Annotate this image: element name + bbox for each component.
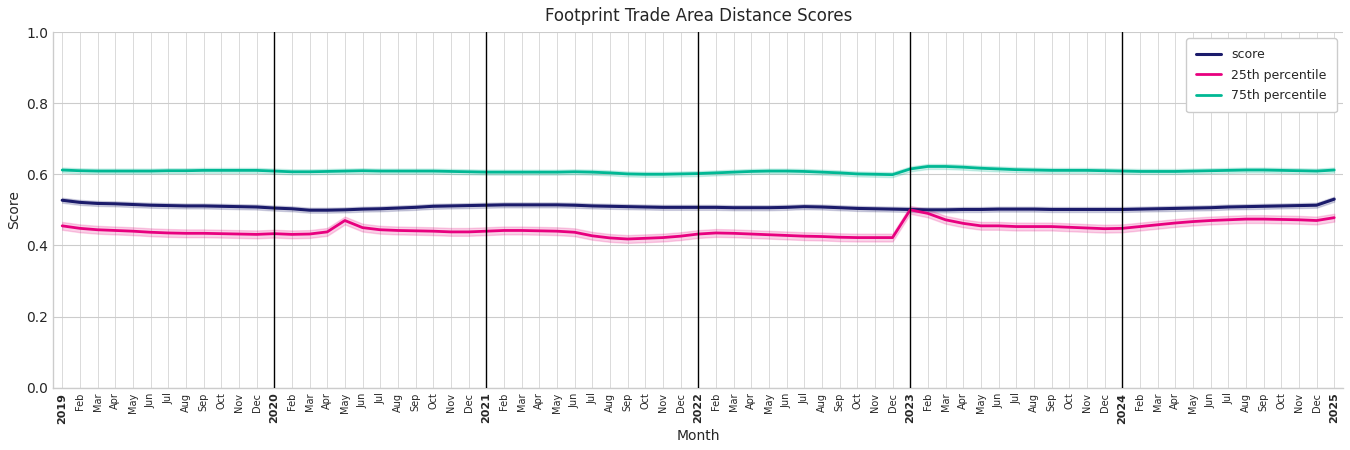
Line: 25th percentile: 25th percentile: [62, 210, 1334, 239]
25th percentile: [336, 218, 352, 223]
score: [54, 198, 70, 203]
25th percentile: [620, 236, 636, 242]
25th percentile: [1149, 222, 1165, 228]
75th percentile: [54, 167, 70, 173]
75th percentile: [690, 171, 706, 176]
score: [1326, 197, 1342, 202]
75th percentile: [919, 164, 936, 169]
score: [301, 207, 317, 213]
score: [1220, 204, 1237, 210]
25th percentile: [54, 223, 70, 229]
25th percentile: [707, 230, 724, 236]
75th percentile: [1149, 169, 1165, 174]
score: [495, 202, 512, 207]
25th percentile: [478, 229, 494, 234]
25th percentile: [1185, 219, 1202, 224]
25th percentile: [902, 207, 918, 212]
75th percentile: [1185, 168, 1202, 174]
75th percentile: [1326, 167, 1342, 173]
75th percentile: [1238, 167, 1254, 173]
Line: 75th percentile: 75th percentile: [62, 166, 1334, 175]
Title: Footprint Trade Area Distance Scores: Footprint Trade Area Distance Scores: [544, 7, 852, 25]
25th percentile: [1326, 215, 1342, 220]
25th percentile: [1238, 216, 1254, 222]
Y-axis label: Score: Score: [7, 190, 22, 230]
score: [707, 205, 724, 210]
Line: score: score: [62, 199, 1334, 210]
75th percentile: [884, 172, 900, 177]
75th percentile: [336, 168, 352, 174]
score: [1168, 206, 1184, 211]
75th percentile: [478, 170, 494, 175]
score: [1131, 207, 1148, 212]
Legend: score, 25th percentile, 75th percentile: score, 25th percentile, 75th percentile: [1187, 38, 1336, 112]
score: [355, 207, 371, 212]
X-axis label: Month: Month: [676, 429, 720, 443]
